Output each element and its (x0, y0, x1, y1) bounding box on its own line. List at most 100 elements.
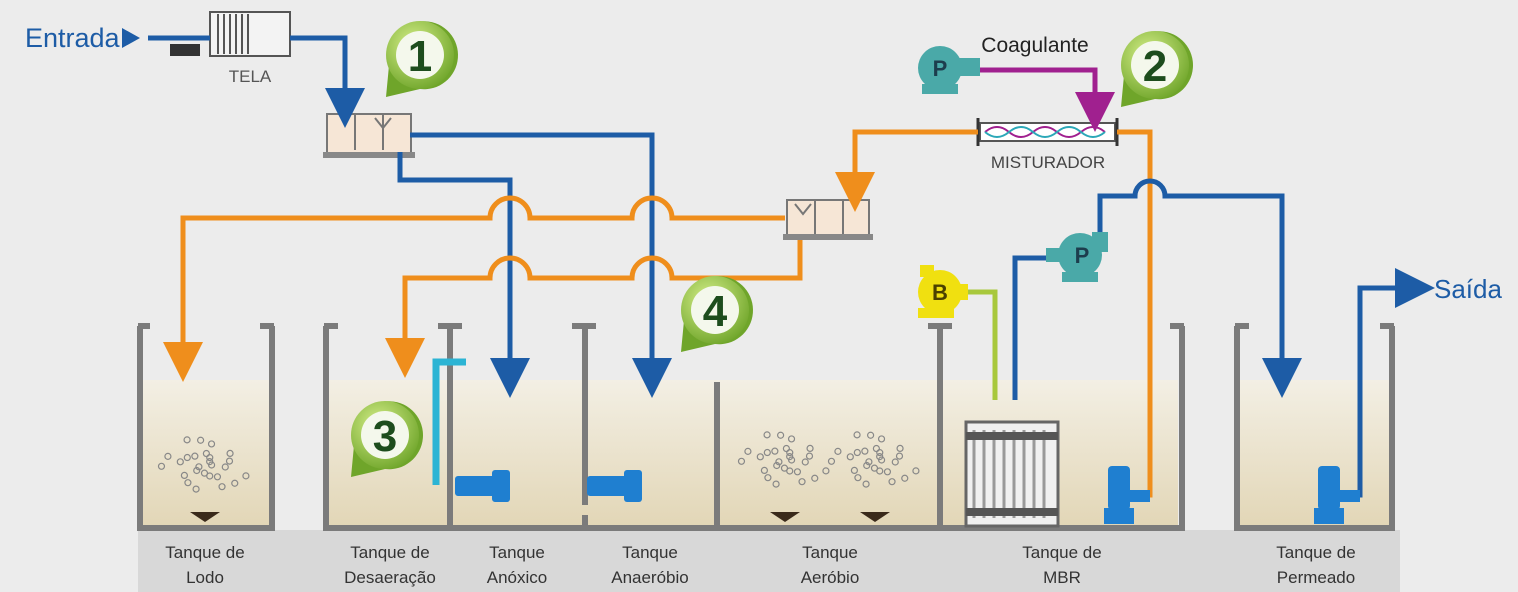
marker-pin: 3 (351, 401, 423, 477)
bubble (206, 458, 214, 466)
pin-inner (361, 411, 409, 459)
bubble (863, 461, 871, 470)
tank-label-line1: Tanque de (165, 543, 244, 562)
misturador-label: MISTURADOR (991, 153, 1105, 172)
blower: B (918, 265, 968, 318)
bubble (221, 463, 229, 471)
bubble (771, 447, 779, 455)
bubble (242, 472, 250, 480)
bubble (218, 483, 226, 491)
bubble (225, 457, 234, 465)
bubble (912, 467, 920, 475)
bubble (193, 466, 201, 475)
tank-label-line1: Tanque (622, 543, 678, 562)
bubble (786, 467, 794, 475)
bubble (853, 431, 861, 439)
bubble (834, 447, 842, 455)
saida-label: Saída (1434, 274, 1502, 304)
marker-number: 1 (408, 32, 432, 81)
tank-label-line2: Anóxico (487, 568, 547, 587)
bubble (854, 474, 862, 482)
bubble (744, 447, 752, 455)
tela-label: TELA (229, 67, 272, 86)
blower-label: B (932, 280, 948, 305)
coagulante-label: Coagulante (981, 34, 1088, 57)
label-strip (138, 530, 1400, 592)
bubble (231, 479, 239, 487)
bubble (806, 444, 814, 453)
tank-label-line2: MBR (1043, 568, 1081, 587)
bubble (862, 480, 870, 488)
tank-label-line1: Tanque de (1276, 543, 1355, 562)
bubble (883, 468, 892, 476)
bubble (865, 458, 873, 466)
bubble (786, 453, 794, 461)
bubble (157, 462, 166, 470)
bubble (805, 452, 814, 460)
bubble (877, 435, 886, 443)
separator-1 (323, 113, 415, 158)
pin-inner (1131, 41, 1179, 89)
marker-pin: 2 (1121, 31, 1193, 107)
bubble (876, 449, 884, 457)
bubble (853, 448, 861, 457)
tank-label-line1: Tanque de (350, 543, 429, 562)
bubble (876, 467, 884, 475)
bubble (801, 458, 809, 466)
bubble (756, 453, 764, 461)
entrada-arrow (122, 28, 140, 48)
bubbles (157, 431, 920, 493)
bubble (192, 485, 200, 493)
submerged-pumps (455, 466, 1360, 524)
bubble (888, 478, 896, 486)
separator-2 (783, 199, 873, 240)
bubble (901, 474, 909, 482)
bubble (760, 466, 769, 475)
bubble (896, 444, 904, 453)
liquids (142, 380, 1390, 528)
bubble (867, 431, 875, 439)
pipes (148, 35, 1435, 498)
bubble (870, 464, 879, 472)
bubble (737, 457, 746, 465)
bubble (777, 431, 785, 439)
bubble (798, 478, 806, 486)
bubble (850, 466, 859, 475)
mixer (976, 118, 1119, 146)
bubble (764, 474, 772, 482)
bubble (780, 464, 789, 472)
bubble (827, 457, 836, 465)
tank-label-line2: Aeróbio (801, 568, 860, 587)
pin-inner (691, 286, 739, 334)
bubble (191, 452, 199, 460)
bubble (811, 474, 819, 482)
pump-label: P (1075, 243, 1090, 268)
bubble (891, 458, 899, 466)
bubble (895, 452, 904, 460)
pump-label: P (933, 56, 948, 81)
bubble (206, 472, 214, 480)
tank-label-line2: Permeado (1277, 568, 1355, 587)
marker-number: 2 (1143, 42, 1167, 91)
bubble (876, 453, 884, 461)
bubble (183, 436, 191, 444)
bubble (763, 431, 771, 439)
marker-pin: 4 (681, 276, 753, 352)
bubble (183, 453, 191, 462)
bubble (184, 479, 192, 487)
marker-pin: 1 (386, 21, 458, 98)
bubble (180, 471, 189, 480)
entrada-label: Entrada (25, 23, 121, 53)
tank-label-line2: Desaeração (344, 568, 436, 587)
tank-labels: Tanque de Lodo Tanque de Desaeração Tanque An… (165, 543, 1355, 587)
bubble (200, 469, 209, 477)
markers: 1 2 3 4 (351, 21, 1193, 477)
bubble (226, 449, 234, 458)
bubble (195, 463, 203, 471)
bubble (772, 480, 780, 488)
bubble (773, 461, 781, 470)
tank-label-line1: Tanque (802, 543, 858, 562)
tank-label-line2: Lodo (186, 568, 224, 587)
bubble (176, 458, 184, 466)
